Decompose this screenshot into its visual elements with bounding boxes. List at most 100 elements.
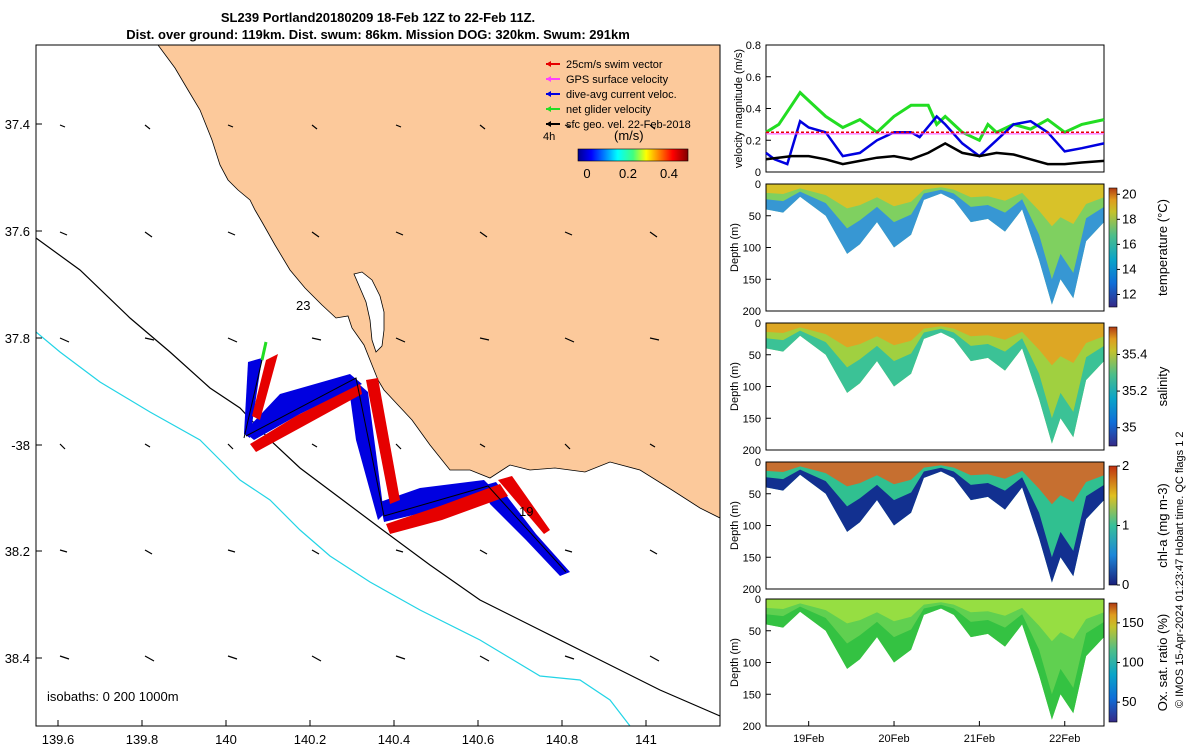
map-x-tick-label: 141 (635, 732, 657, 747)
depth-tick-label: 50 (749, 489, 761, 501)
isobath-1000m (36, 331, 631, 726)
depth-tick-label: 200 (743, 584, 761, 596)
map-y-tick-label: 37.6 (5, 224, 30, 239)
map-panel: 139.6 139.8 140 140.2 140.4 140.6 140.8 141 37.… (5, 44, 721, 747)
depth-tick-label: 0 (755, 457, 761, 469)
geo-arrow (649, 443, 656, 448)
colorbar-tick-label: 35 (1122, 420, 1136, 435)
depth-tick-label: 0 (755, 179, 761, 191)
colorbar-unit: (m/s) (614, 128, 644, 143)
geo-arrow (395, 549, 404, 553)
map-y-tick-label: 38.2 (5, 544, 30, 559)
colorbar-label: Ox. sat. ratio (%) (1155, 614, 1170, 712)
depth-axis-label: Depth (m) (729, 638, 741, 687)
colorbar-tick-label: 100 (1122, 655, 1144, 670)
map-frame (35, 44, 721, 727)
geo-arrow (649, 549, 658, 555)
legend-label: net glider velocity (566, 104, 651, 116)
heatmap-field (766, 323, 1104, 444)
heatmap-deep-layer (766, 328, 1104, 444)
depth-tick-label: 50 (749, 211, 761, 223)
geo-arrow (311, 337, 322, 341)
series-dive-avg-current-veloc- (765, 114, 1105, 166)
colorbar-tick-label: 0.2 (619, 166, 637, 181)
depth-tick-label: 0 (755, 594, 761, 606)
geo-arrow (227, 549, 236, 553)
velocity-y-tick-label: 0.8 (746, 40, 761, 52)
heatmap-surface-layer (766, 462, 1104, 505)
geo-arrow (564, 655, 575, 660)
swim-vectors-5 (498, 476, 550, 534)
isobaths-label: isobaths: 0 200 1000m (47, 689, 179, 704)
speed-colorbar (577, 148, 689, 162)
colorbar-tick-label: 12 (1122, 286, 1136, 301)
depth-tick-label: 100 (743, 658, 761, 670)
title-line-1: SL239 Portland20180209 18-Feb 12Z to 22-… (221, 10, 535, 25)
map-x-tick-label: 140.8 (546, 732, 579, 747)
geo-arrow (59, 337, 70, 343)
geo-arrow (144, 231, 153, 238)
colorbar-tick-label: 0 (583, 166, 590, 181)
geo-arrow (395, 655, 406, 660)
series-net-glider-velocity (765, 90, 1105, 143)
legend-arrowhead (546, 91, 551, 97)
legend-arrowhead (546, 121, 551, 127)
geo-arrow (649, 655, 660, 662)
colorbar-tick-label: 0.4 (660, 166, 678, 181)
heatmap-colorbar (1108, 602, 1118, 723)
time-tick-label: 20Feb (878, 733, 909, 745)
legend-label: 25cm/s swim vector (566, 59, 663, 71)
map-y-tick-label: 38.4 (5, 651, 30, 666)
geo-arrow (311, 443, 318, 448)
geo-arrow (564, 549, 573, 553)
geo-arrow (311, 549, 320, 555)
depth-tick-label: 100 (743, 243, 761, 255)
geo-arrow (479, 124, 486, 130)
geo-arrow (395, 124, 402, 128)
heatmap-field (766, 184, 1104, 305)
velocity-y-tick-label: 0 (755, 167, 761, 179)
land (157, 45, 720, 519)
colorbar-tick-label: 16 (1122, 236, 1136, 251)
colorbar-tick-label: 18 (1122, 211, 1136, 226)
series-sfc-geo-vel-22-feb-2018 (765, 141, 1105, 166)
colorbar-tick-label: 0 (1122, 577, 1129, 592)
geo-arrow (479, 549, 488, 555)
geo-arrow (311, 124, 318, 130)
title-line-2: Dist. over ground: 119km. Dist. swum: 86… (126, 27, 630, 42)
map-x-tick-label: 140 (215, 732, 237, 747)
geo-arrow (395, 231, 404, 236)
geo-arrow (144, 443, 151, 448)
geo-arrow (59, 655, 70, 660)
map-y-tick-label: 37.4 (5, 117, 30, 132)
geo-arrow (395, 337, 406, 343)
geo-arrow (479, 231, 488, 238)
heatmap-deep-layer (766, 604, 1104, 720)
depth-tick-label: 0 (755, 318, 761, 330)
legend-interval: 4h (543, 131, 555, 143)
bay (353, 271, 385, 353)
geo-arrow (311, 231, 320, 238)
colorbar-label: chl-a (mg m-3) (1155, 483, 1170, 568)
swim-vectors-2 (250, 384, 362, 452)
geo-arrow (649, 231, 658, 238)
heatmap-colorbar (1108, 326, 1118, 447)
swim-vectors-1 (252, 354, 278, 420)
time-tick-label: 19Feb (793, 733, 824, 745)
track-segment-3 (350, 378, 384, 520)
time-tick-label: 21Feb (964, 733, 995, 745)
geo-arrow (479, 443, 486, 448)
heatmap-field (766, 462, 1104, 583)
map-x-tick-label: 139.6 (42, 732, 75, 747)
geo-arrow (564, 337, 575, 343)
annotation-23: 23 (296, 298, 310, 313)
geo-arrow (564, 124, 571, 128)
track-line (243, 359, 567, 573)
geo-arrow (144, 655, 155, 662)
geo-velocity-arrows (59, 124, 660, 662)
legend-label: dive-avg current veloc. (566, 89, 677, 101)
geo-arrow (479, 337, 490, 341)
annotation-19: 19 (519, 504, 533, 519)
map-y-axis: 37.4 37.6 37.8 -38 38.2 38.4 (5, 117, 42, 666)
